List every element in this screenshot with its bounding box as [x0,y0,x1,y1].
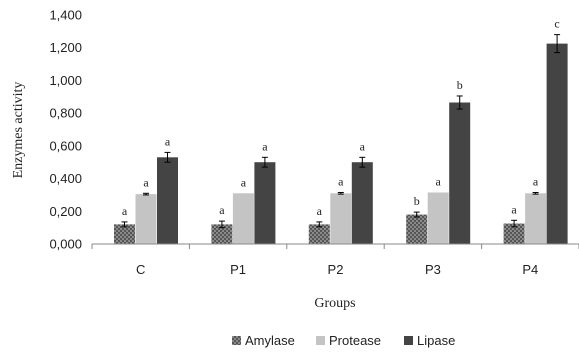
bar-protease-c [135,194,157,244]
legend-swatch-lipase [404,336,413,345]
bar-amylase-p2-significance-label: a [317,204,323,218]
legend-swatch-amylase [232,336,241,345]
axes: 0,000 0,200 0,400 0,600 0,800 1,000 1,200 1,400… [11,8,579,311]
legend-label-amylase: Amylase [245,333,295,348]
y-tick-label: 0,800 [49,106,82,121]
bar-amylase-p1-significance-label: a [219,203,225,217]
y-tick-label: 1,400 [49,8,82,23]
x-tick-label-c: C [136,262,145,277]
x-tick-label-p1: P1 [230,262,246,277]
legend-label-lipase: Lipase [417,333,455,348]
legend: Amylase Protease Lipase [232,333,455,348]
bar-amylase-p4 [503,223,525,244]
plot-area: a a a a a a a a a b a b a a c [114,17,568,244]
legend-swatch-protease [316,336,325,345]
y-tick-label: 1,000 [49,73,82,88]
y-tick-label: 0,200 [49,204,82,219]
bar-protease-p2-significance-label: a [338,174,344,188]
bar-lipase-p2 [351,162,373,244]
x-tick-label-p4: P4 [522,262,538,277]
x-tick-label-p3: P3 [425,262,441,277]
x-tick-label-p2: P2 [328,262,344,277]
y-axis-title: Enzymes activity [11,82,26,179]
bar-protease-p1-significance-label: a [241,175,247,189]
bar-amylase-p4-significance-label: a [511,202,517,216]
bar-lipase-p1 [254,162,276,244]
y-tick-label: 0,000 [49,237,82,252]
bar-lipase-p3 [449,102,471,244]
bar-protease-p1 [232,193,254,244]
x-axis-title: Groups [314,296,355,311]
y-tick-label: 1,200 [49,40,82,55]
bar-lipase-p4 [546,43,568,244]
bar-protease-c-significance-label: a [143,175,149,189]
bar-amylase-c [114,224,135,244]
bar-amylase-p2 [308,224,330,244]
bar-amylase-p3 [406,214,428,244]
bar-protease-p4-significance-label: a [533,174,539,188]
bar-lipase-p4-significance-label: c [554,17,559,31]
legend-label-protease: Protease [329,333,381,348]
bar-lipase-c [157,157,178,244]
bar-amylase-p1 [211,224,233,244]
bar-protease-p2 [330,193,352,244]
bar-amylase-p3-significance-label: b [414,194,420,208]
bar-protease-p3 [427,192,449,244]
y-tick-label: 0,400 [49,171,82,186]
bar-lipase-p2-significance-label: a [360,139,366,153]
y-tick-label: 0,600 [49,138,82,153]
bar-lipase-p1-significance-label: a [262,139,268,153]
bar-lipase-p3-significance-label: b [457,78,463,92]
bar-protease-p3-significance-label: a [436,174,442,188]
bar-amylase-c-significance-label: a [122,204,128,218]
bar-lipase-c-significance-label: a [165,134,171,148]
bar-protease-p4 [525,193,547,244]
